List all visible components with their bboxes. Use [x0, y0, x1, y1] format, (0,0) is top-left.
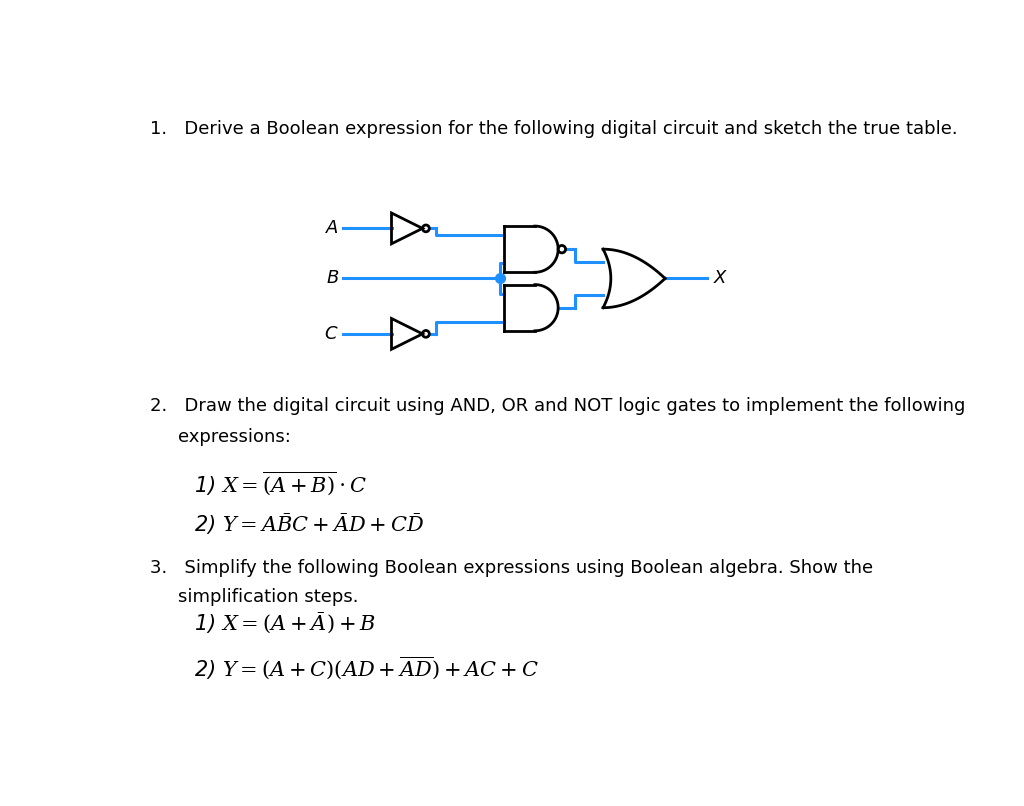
Text: simplification steps.: simplification steps.	[178, 588, 358, 606]
Text: 2) $Y = A\bar{B}C + \bar{A}D + C\bar{D}$: 2) $Y = A\bar{B}C + \bar{A}D + C\bar{D}$	[194, 511, 424, 537]
Text: 1.   Derive a Boolean expression for the following digital circuit and sketch th: 1. Derive a Boolean expression for the f…	[150, 120, 957, 138]
Text: $B$: $B$	[326, 269, 339, 288]
Text: 1) $X = \overline{(A+B)} \cdot C$: 1) $X = \overline{(A+B)} \cdot C$	[194, 469, 367, 497]
Text: expressions:: expressions:	[178, 428, 291, 446]
Text: 2.   Draw the digital circuit using AND, OR and NOT logic gates to implement the: 2. Draw the digital circuit using AND, O…	[150, 397, 965, 415]
Text: 2) $Y = (A+C)(AD + \overline{AD}) + AC + C$: 2) $Y = (A+C)(AD + \overline{AD}) + AC +…	[194, 654, 539, 681]
Text: $X$: $X$	[713, 269, 728, 288]
Text: 3.   Simplify the following Boolean expressions using Boolean algebra. Show the: 3. Simplify the following Boolean expres…	[150, 559, 872, 577]
Text: 1) $X = (A + \bar{A}) + B$: 1) $X = (A + \bar{A}) + B$	[194, 611, 376, 636]
Text: $A$: $A$	[325, 219, 339, 238]
Text: $C$: $C$	[325, 325, 339, 343]
